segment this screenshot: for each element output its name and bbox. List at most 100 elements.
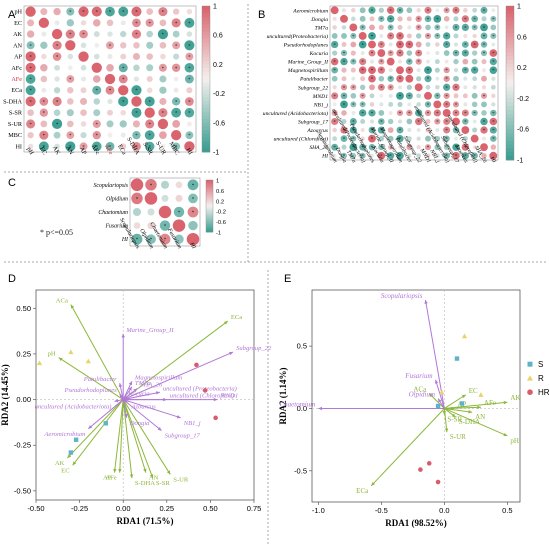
significance-mark: *	[352, 103, 355, 108]
heatmap-cell	[359, 58, 367, 66]
y-tick-label: 0.25	[16, 349, 31, 358]
heatmap-row-label: Aeromicrobium	[292, 8, 328, 14]
heatmap-cell	[491, 102, 496, 107]
heatmap-cell	[377, 49, 386, 57]
heatmap-cell	[358, 40, 367, 49]
heatmap-cell	[461, 66, 469, 74]
colorbar-step	[202, 71, 210, 76]
heatmap-cell	[433, 109, 441, 117]
heatmap-cell	[453, 33, 459, 39]
sample-point-s	[103, 421, 108, 426]
significance-mark: *	[96, 11, 99, 16]
heatmap-cell	[79, 142, 88, 151]
heatmap-cell	[40, 64, 48, 72]
significance-mark: *	[380, 61, 383, 66]
colorbar-step	[506, 98, 514, 103]
significance-mark: *	[464, 155, 467, 160]
heatmap-cell	[340, 49, 348, 57]
x-tick-label: -1.0	[312, 506, 325, 515]
heatmap-cell	[443, 67, 450, 74]
significance-mark: *	[483, 44, 486, 49]
significance-mark: *	[43, 100, 46, 105]
heatmap-cell	[132, 207, 142, 217]
significance-mark: *	[380, 44, 383, 49]
heatmap-cell	[360, 136, 365, 141]
heatmap-cell	[452, 6, 460, 14]
heatmap-cell	[27, 19, 35, 27]
heatmap-cell	[481, 16, 487, 22]
colorbar-step	[206, 190, 213, 193]
significance-mark: *	[371, 146, 374, 151]
significance-mark: *	[436, 95, 439, 100]
colorbar-step	[206, 202, 213, 204]
heatmap-row-label: Scopulariopsis	[94, 183, 129, 189]
heatmap-cell	[452, 23, 460, 31]
colorbar-step	[506, 21, 514, 26]
heatmap-cell	[415, 109, 423, 117]
heatmap-cell	[387, 127, 394, 133]
significance-mark: *	[445, 44, 448, 49]
colorbar-step	[202, 130, 210, 135]
significance-mark: *	[122, 67, 125, 72]
env-arrow	[122, 399, 171, 475]
heatmap-cell	[93, 31, 100, 37]
heatmap-cell	[481, 152, 487, 159]
heatmap-cell	[93, 98, 101, 105]
heatmap-cell	[131, 6, 142, 17]
significance-mark: *	[135, 112, 138, 117]
env-label: ACa	[56, 298, 68, 305]
significance-mark: *	[455, 9, 458, 14]
significance-mark: *	[29, 89, 32, 94]
colorbar-step	[202, 115, 210, 120]
heatmap-cell	[461, 15, 469, 23]
sample-point-hr	[202, 388, 208, 393]
significance-mark: *	[399, 155, 402, 160]
significance-mark: *	[333, 61, 336, 66]
heatmap-cell	[51, 28, 63, 40]
heatmap-cell	[398, 145, 402, 150]
heatmap-cell	[452, 151, 460, 160]
heatmap-cell	[416, 8, 421, 13]
heatmap-cell	[369, 16, 375, 22]
heatmap-cell	[359, 84, 366, 90]
heatmap-cell	[359, 24, 366, 31]
heatmap-cell	[145, 119, 155, 129]
colorbar-step	[206, 186, 213, 189]
legend-label: R	[538, 374, 544, 383]
heatmap-cell	[120, 132, 126, 138]
heatmap-cell	[490, 144, 497, 150]
heatmap-cell	[158, 63, 167, 72]
heatmap-cell	[171, 97, 181, 106]
colorbar-step	[202, 57, 210, 62]
heatmap-cell	[160, 180, 170, 189]
heatmap-cell	[80, 42, 87, 49]
heatmap-cell	[462, 58, 469, 65]
significance-mark: *	[427, 78, 430, 83]
significance-mark: *	[399, 78, 402, 83]
heatmap-cell	[53, 109, 61, 116]
heatmap-cell	[25, 6, 36, 17]
significance-mark: *	[464, 52, 467, 57]
heatmap-cell	[462, 93, 468, 99]
significance-mark: *	[56, 44, 59, 49]
heatmap-cell	[453, 68, 459, 73]
heatmap-cell	[443, 100, 451, 108]
heatmap-cell	[424, 66, 432, 75]
heatmap-cell	[52, 52, 62, 61]
heatmap-cell	[424, 6, 432, 14]
significance-mark: *	[389, 155, 392, 160]
heatmap-cell	[489, 58, 497, 66]
heatmap-cell	[188, 193, 198, 204]
heatmap-cell	[92, 75, 101, 83]
species-arrow	[87, 399, 124, 430]
heatmap-cell	[379, 102, 384, 107]
heatmap-cell	[434, 118, 441, 125]
heatmap-cell	[425, 84, 431, 90]
heatmap-cell	[173, 8, 180, 15]
heatmap-col-label: AP	[78, 146, 88, 157]
significance-mark: *	[464, 121, 467, 126]
x-tick-label: -0.50	[27, 504, 44, 513]
heatmap-cell	[435, 51, 440, 56]
heatmap-cell	[144, 130, 155, 141]
env-arrowhead	[371, 481, 375, 486]
